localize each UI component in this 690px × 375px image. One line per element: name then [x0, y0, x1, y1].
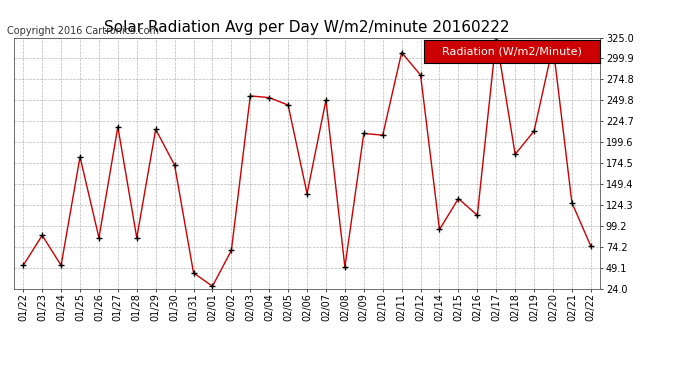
Text: Copyright 2016 Cartronics.com: Copyright 2016 Cartronics.com	[7, 26, 159, 36]
Title: Solar Radiation Avg per Day W/m2/minute 20160222: Solar Radiation Avg per Day W/m2/minute …	[104, 20, 510, 35]
